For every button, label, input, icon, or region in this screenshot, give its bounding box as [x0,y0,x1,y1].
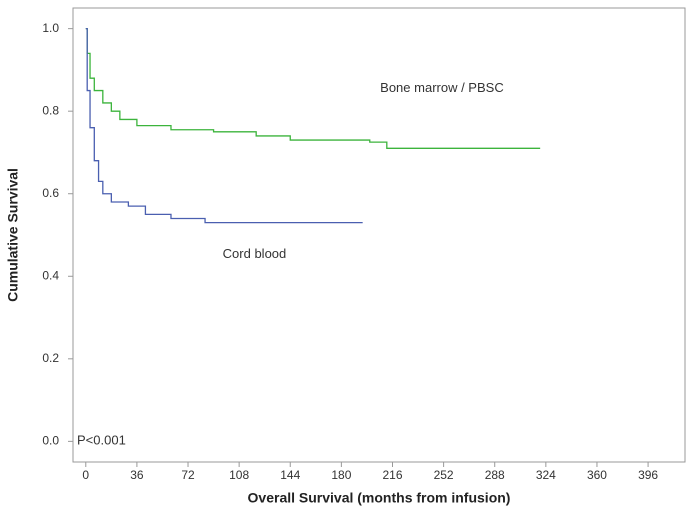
x-tick-label: 72 [181,468,195,482]
x-tick-label: 288 [485,468,505,482]
y-axis-title: Cumulative Survival [5,168,21,302]
survival-curve [85,27,541,149]
y-tick-label: 0.0 [42,434,59,448]
curve-label: Cord blood [223,246,287,261]
x-tick-label: 180 [331,468,351,482]
x-tick-label: 0 [82,468,89,482]
y-tick-label: 0.2 [42,351,59,365]
p-value: P<0.001 [77,432,126,447]
x-tick-label: 108 [229,468,249,482]
x-tick-label: 36 [130,468,144,482]
y-tick-label: 1.0 [42,21,59,35]
curve-label: Bone marrow / PBSC [380,80,504,95]
x-tick-label: 144 [280,468,300,482]
plot-frame [72,7,686,463]
x-tick-label: 396 [638,468,658,482]
x-tick-label: 360 [587,468,607,482]
x-tick-label: 252 [434,468,454,482]
x-tick-label: 216 [382,468,402,482]
x-axis-title: Overall Survival (months from infusion) [248,490,511,506]
x-tick-label: 324 [536,468,556,482]
y-tick-label: 0.6 [42,186,59,200]
y-tick-label: 0.8 [42,103,59,117]
y-tick-label: 0.4 [42,268,59,282]
survival-curve [85,27,363,224]
